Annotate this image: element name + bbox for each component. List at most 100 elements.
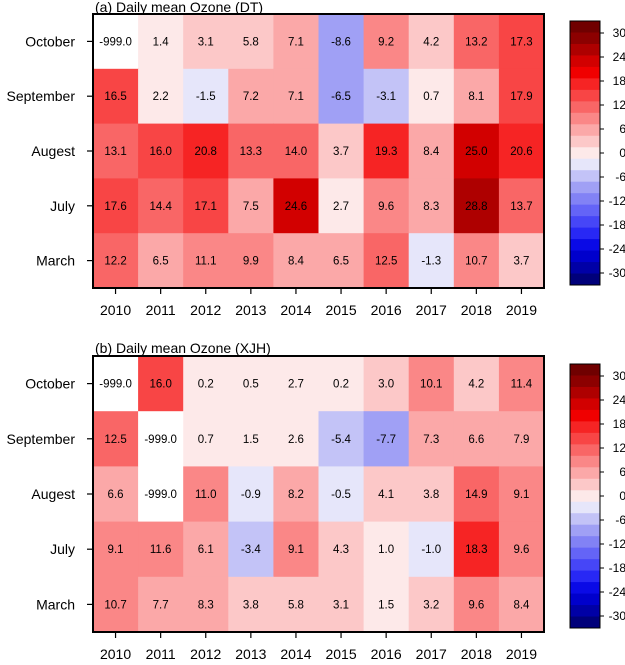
heatmap-cell	[408, 466, 455, 523]
heatmap-cell	[498, 576, 545, 633]
panel-title: (a) Daily mean Ozone (DT)	[95, 0, 263, 15]
cell-label: 7.3	[423, 434, 439, 446]
heatmap-cell	[93, 411, 139, 467]
heatmap-cell	[318, 14, 365, 70]
heatmap-cell	[318, 576, 365, 633]
heatmap-cell	[498, 123, 545, 179]
heatmap-cell	[363, 123, 410, 179]
heatmap-cell	[363, 466, 410, 523]
cell-label: 4.1	[378, 489, 394, 501]
cell-label: 14.0	[285, 146, 307, 158]
cell-label: 28.8	[465, 201, 487, 213]
heatmap-cell	[318, 521, 365, 578]
heatmap-cell	[138, 14, 184, 70]
cell-label: 8.2	[288, 489, 304, 501]
colorbar-swatch	[570, 490, 600, 503]
colorbar-swatch	[570, 250, 600, 263]
cell-label: 2.2	[153, 91, 169, 103]
cell-label: 4.2	[468, 379, 484, 391]
colorbar-tick-label: 6	[619, 465, 625, 479]
colorbar-swatch	[570, 21, 600, 33]
heatmap-cell	[453, 521, 500, 578]
colorbar: 30 24 18 12 6 0 -6 -12 -18 -24 -30	[569, 363, 625, 629]
heatmap-cell	[183, 68, 229, 125]
cell-label: 3.8	[423, 489, 439, 501]
heatmap-cell	[408, 576, 455, 633]
cell-label: 17.1	[195, 201, 217, 213]
colorbar-swatch	[570, 444, 600, 457]
x-tick-label: 2015	[325, 646, 356, 662]
cell-label: 12.5	[104, 434, 126, 446]
colorbar-tick-label: -30	[609, 609, 625, 623]
cell-label: 3.1	[198, 36, 214, 48]
y-tick-label: October	[25, 33, 75, 49]
x-tick-label: 2014	[280, 302, 311, 318]
cell-label: 16.0	[149, 379, 171, 391]
cell-label: 0.7	[198, 434, 214, 446]
heatmap-cell	[93, 233, 139, 289]
x-tick-label: 2016	[371, 646, 402, 662]
colorbar-swatch	[570, 513, 600, 526]
heatmap-panel-1: (a) Daily mean Ozone (DT) -999.0 1.4 3.1 5.8…	[7, 0, 625, 318]
cell-label: 9.9	[243, 256, 259, 268]
colorbar-swatch	[570, 135, 600, 148]
heatmap-cell	[498, 178, 545, 234]
colorbar-swatch	[570, 501, 600, 514]
colorbar-tick-label: 18	[613, 417, 625, 431]
colorbar-tick-label: 12	[613, 98, 625, 112]
heatmap-cell	[228, 411, 274, 467]
heatmap-cell	[273, 576, 320, 633]
heatmap-cell	[183, 466, 229, 523]
heatmap-cell	[138, 356, 184, 412]
heatmap-cell	[183, 521, 229, 578]
heatmap-cell	[93, 576, 139, 633]
colorbar-swatch	[570, 467, 600, 480]
colorbar-tick-label: 0	[619, 146, 625, 160]
heatmap-cell	[183, 233, 229, 289]
heatmap-cell	[138, 123, 184, 179]
heatmap-cell	[273, 178, 320, 234]
heatmap-cell	[318, 356, 365, 412]
x-tick-label: 2014	[280, 646, 311, 662]
colorbar-tick-label: 12	[613, 441, 625, 455]
colorbar-tick-label: 24	[613, 50, 625, 64]
colorbar-swatch	[570, 66, 600, 79]
colorbar-tick-label: -30	[609, 266, 625, 280]
heatmap-cell	[273, 68, 320, 125]
cell-label: 25.0	[465, 146, 487, 158]
cell-label: -1.3	[421, 256, 441, 268]
colorbar-swatch	[570, 78, 600, 91]
cell-label: -999.0	[144, 434, 177, 446]
colorbar-tick-label: -6	[615, 170, 625, 184]
colorbar-swatch	[570, 570, 600, 583]
cell-label: 6.1	[198, 544, 214, 556]
heatmap-cell	[273, 14, 320, 70]
colorbar-swatch	[570, 32, 600, 45]
heatmap-cell	[453, 123, 500, 179]
cell-label: 6.6	[468, 434, 484, 446]
heatmap-cell	[138, 576, 184, 633]
cell-label: 12.2	[104, 256, 126, 268]
cell-label: 8.3	[198, 599, 214, 611]
cell-label: 14.9	[465, 489, 487, 501]
cell-label: 3.7	[513, 256, 529, 268]
cell-label: 13.7	[510, 201, 532, 213]
heatmap-cell	[498, 68, 545, 125]
cell-label: 7.9	[513, 434, 529, 446]
heatmap-cell	[273, 356, 320, 412]
x-tick-label: 2013	[235, 302, 266, 318]
cell-label: 20.8	[195, 146, 217, 158]
cell-label: 11.4	[511, 379, 533, 391]
cell-label: 5.8	[288, 599, 304, 611]
cell-label: 3.0	[378, 379, 394, 391]
heatmap-cell	[318, 466, 365, 523]
x-tick-label: 2019	[506, 302, 537, 318]
colorbar-swatch	[570, 409, 600, 422]
x-tick-label: 2013	[235, 646, 266, 662]
cell-label: 9.6	[378, 201, 394, 213]
heatmap-cell	[183, 411, 229, 467]
x-tick-label: 2015	[325, 302, 356, 318]
heatmap-cell	[228, 14, 274, 70]
cell-label: 1.5	[243, 434, 259, 446]
colorbar-tick-label: -24	[609, 242, 625, 256]
